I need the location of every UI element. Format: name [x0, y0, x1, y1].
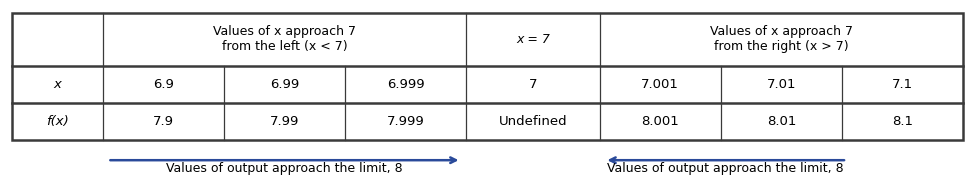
Text: x = 7: x = 7	[516, 33, 550, 46]
Text: Values of x approach 7
from the left (x < 7): Values of x approach 7 from the left (x …	[213, 25, 356, 53]
Text: 7.01: 7.01	[766, 78, 797, 91]
Bar	[12, 13, 963, 140]
Text: Values of output approach the limit, 8: Values of output approach the limit, 8	[607, 162, 844, 175]
Text: 6.99: 6.99	[270, 78, 299, 91]
Text: Values of x approach 7
from the right (x > 7): Values of x approach 7 from the right (x…	[710, 25, 853, 53]
Text: 8.001: 8.001	[642, 115, 680, 128]
Text: 6.999: 6.999	[387, 78, 424, 91]
Text: Undefined: Undefined	[498, 115, 567, 128]
Text: 7.99: 7.99	[270, 115, 299, 128]
Text: 7.999: 7.999	[387, 115, 424, 128]
Text: Values of output approach the limit, 8: Values of output approach the limit, 8	[166, 162, 403, 175]
Text: 6.9: 6.9	[153, 78, 174, 91]
Text: f(x): f(x)	[46, 115, 68, 128]
Text: 7.1: 7.1	[892, 78, 914, 91]
Text: 7: 7	[528, 78, 537, 91]
Text: 7.001: 7.001	[642, 78, 680, 91]
Text: 7.9: 7.9	[153, 115, 174, 128]
Text: x: x	[54, 78, 61, 91]
Text: 8.1: 8.1	[892, 115, 914, 128]
Text: 8.01: 8.01	[766, 115, 797, 128]
